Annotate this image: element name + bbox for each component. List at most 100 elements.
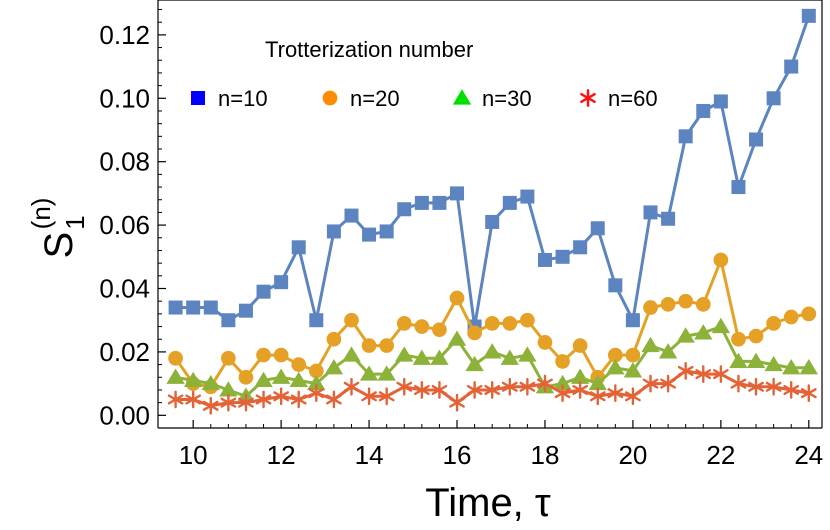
data-point bbox=[185, 390, 202, 409]
y-tick-label: 0.10 bbox=[99, 83, 150, 113]
data-point bbox=[432, 195, 447, 210]
data-point bbox=[254, 371, 273, 388]
asterisk-stroke bbox=[642, 378, 659, 389]
y-tick-label: 0.00 bbox=[99, 400, 150, 430]
data-point bbox=[379, 224, 394, 239]
data-point bbox=[801, 306, 817, 322]
asterisk-stroke bbox=[748, 381, 764, 392]
data-point bbox=[167, 390, 184, 409]
data-point bbox=[342, 346, 361, 362]
data-point bbox=[378, 387, 395, 406]
data-point bbox=[766, 91, 781, 106]
asterisk-stroke bbox=[730, 378, 747, 389]
legend-entry: n=20 bbox=[322, 86, 400, 111]
data-point bbox=[677, 362, 694, 380]
data-point bbox=[607, 347, 623, 363]
asterisk-stroke bbox=[765, 381, 782, 392]
data-point bbox=[801, 8, 816, 23]
data-point bbox=[466, 381, 483, 399]
data-point bbox=[273, 387, 289, 406]
data-point bbox=[731, 180, 746, 195]
data-point bbox=[377, 365, 396, 381]
data-point bbox=[324, 359, 344, 375]
asterisk-stroke bbox=[326, 394, 342, 405]
data-point bbox=[537, 374, 553, 393]
data-point bbox=[447, 330, 467, 346]
data-point bbox=[713, 94, 728, 109]
data-point bbox=[711, 317, 731, 334]
data-point bbox=[359, 365, 379, 381]
data-point bbox=[221, 313, 236, 328]
asterisk-stroke bbox=[660, 378, 676, 389]
data-point bbox=[661, 211, 676, 226]
y-tick-label: 0.06 bbox=[99, 210, 150, 240]
data-point bbox=[660, 374, 676, 393]
asterisk-stroke bbox=[484, 384, 501, 396]
x-tick-label: 12 bbox=[267, 440, 296, 470]
legend-marker bbox=[580, 89, 596, 107]
data-point bbox=[220, 393, 237, 412]
data-point bbox=[658, 343, 678, 359]
data-point bbox=[183, 371, 203, 388]
data-point bbox=[343, 377, 360, 396]
legend-entry: n=30 bbox=[452, 86, 532, 111]
asterisk-stroke bbox=[290, 394, 307, 405]
asterisk-stroke bbox=[554, 388, 571, 399]
data-point bbox=[271, 368, 291, 384]
asterisk-stroke bbox=[800, 388, 817, 399]
y-axis-title-base: S bbox=[37, 232, 81, 259]
data-point bbox=[729, 352, 748, 368]
data-point bbox=[555, 249, 570, 264]
data-point bbox=[465, 355, 484, 372]
data-point bbox=[642, 374, 659, 393]
asterisk-stroke bbox=[273, 391, 289, 402]
asterisk-stroke bbox=[343, 381, 360, 392]
data-point bbox=[203, 300, 218, 315]
asterisk-stroke bbox=[431, 384, 448, 396]
data-point bbox=[414, 319, 430, 334]
asterisk-stroke bbox=[537, 378, 553, 389]
data-point bbox=[168, 300, 183, 315]
data-point bbox=[643, 300, 658, 315]
data-point bbox=[344, 208, 359, 223]
data-point bbox=[712, 365, 729, 384]
y-axis-title-superscript: (n) bbox=[26, 198, 56, 230]
data-point bbox=[555, 354, 570, 369]
data-point bbox=[186, 300, 201, 315]
data-point bbox=[554, 384, 571, 403]
x-tick-label: 24 bbox=[794, 440, 823, 470]
data-point bbox=[572, 381, 589, 399]
legend-label: n=30 bbox=[482, 86, 532, 111]
data-point bbox=[660, 297, 676, 312]
data-point bbox=[308, 384, 325, 403]
data-point bbox=[238, 393, 254, 412]
x-tick-label: 20 bbox=[618, 440, 647, 470]
data-point bbox=[696, 103, 711, 118]
data-point bbox=[694, 324, 713, 340]
data-point bbox=[676, 327, 695, 343]
series-n=20 bbox=[168, 252, 817, 395]
y-tick-label: 0.12 bbox=[99, 20, 150, 50]
asterisk-stroke bbox=[519, 381, 536, 392]
data-point bbox=[467, 325, 482, 341]
asterisk-stroke bbox=[238, 397, 254, 408]
data-point bbox=[362, 227, 377, 242]
data-point bbox=[273, 347, 289, 363]
asterisk-stroke bbox=[185, 394, 202, 405]
asterisk-stroke bbox=[308, 388, 325, 399]
asterisk-stroke bbox=[783, 384, 800, 396]
data-point bbox=[397, 202, 412, 217]
data-point bbox=[484, 381, 501, 399]
data-point bbox=[166, 368, 185, 384]
y-tick-label: 0.04 bbox=[99, 274, 150, 304]
legend-marker bbox=[191, 91, 205, 105]
data-point bbox=[395, 346, 414, 362]
data-point bbox=[678, 129, 693, 144]
data-point bbox=[623, 362, 643, 378]
data-point bbox=[238, 303, 253, 318]
plot-frame bbox=[157, 0, 823, 429]
data-point bbox=[695, 365, 712, 384]
data-point bbox=[625, 347, 641, 363]
data-point bbox=[414, 195, 429, 210]
data-point bbox=[782, 359, 801, 375]
